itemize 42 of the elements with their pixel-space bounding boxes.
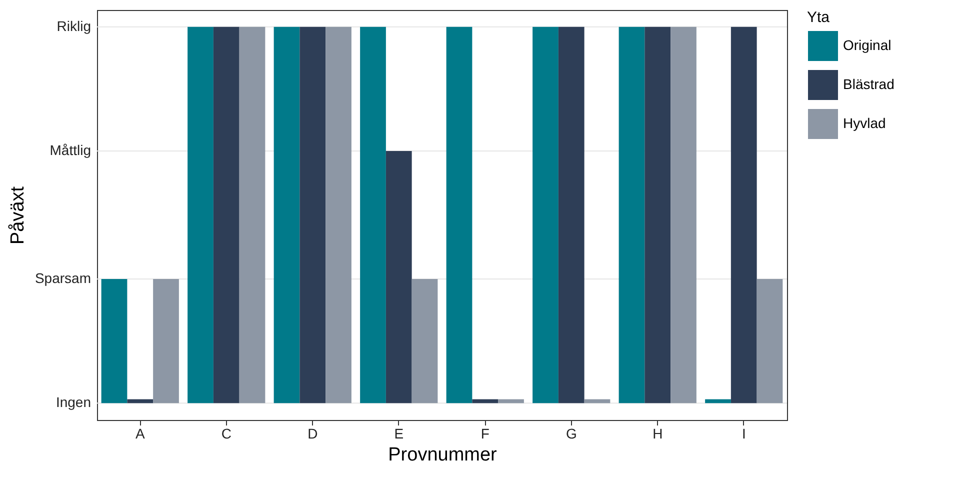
bar	[153, 278, 179, 404]
bar	[412, 278, 438, 404]
bar	[300, 26, 326, 404]
x-tick-label: G	[566, 426, 577, 442]
bar	[644, 26, 671, 404]
x-tick-label: A	[135, 426, 146, 442]
bar	[558, 26, 584, 404]
bar	[274, 26, 300, 404]
bar	[756, 278, 783, 404]
legend-label: Hyvlad	[843, 115, 886, 131]
x-tick-label: F	[480, 426, 490, 442]
bar	[326, 26, 352, 404]
bar	[101, 278, 128, 404]
x-axis-title: Provnummer	[388, 444, 498, 466]
bar	[127, 399, 154, 404]
x-tick-label: D	[308, 426, 318, 442]
bar	[618, 26, 645, 404]
bar	[386, 151, 412, 404]
x-tick-label: C	[221, 426, 232, 442]
legend-label: Blästrad	[843, 76, 894, 92]
x-tick-label: E	[394, 426, 404, 442]
ref-line-label: Riklig	[56, 18, 91, 34]
bar	[532, 26, 558, 404]
y-axis-title: Påväxt	[8, 186, 28, 245]
legend-label: Original	[843, 37, 892, 53]
x-tick-label: H	[652, 426, 663, 442]
bar	[730, 26, 757, 404]
bar	[213, 26, 240, 404]
bar	[670, 26, 696, 404]
bar	[584, 399, 610, 404]
bar	[472, 399, 498, 404]
ref-line-label: Måttlig	[50, 142, 91, 158]
legend-title: Yta	[807, 9, 830, 26]
bar	[705, 399, 731, 404]
bar	[188, 26, 214, 404]
bar	[360, 26, 386, 404]
x-tick-label: I	[742, 426, 746, 442]
ref-line-label: Sparsam	[34, 270, 91, 286]
bar	[498, 399, 524, 404]
bar	[446, 26, 472, 404]
bar	[239, 26, 266, 404]
ref-line-label: Ingen	[56, 394, 91, 410]
